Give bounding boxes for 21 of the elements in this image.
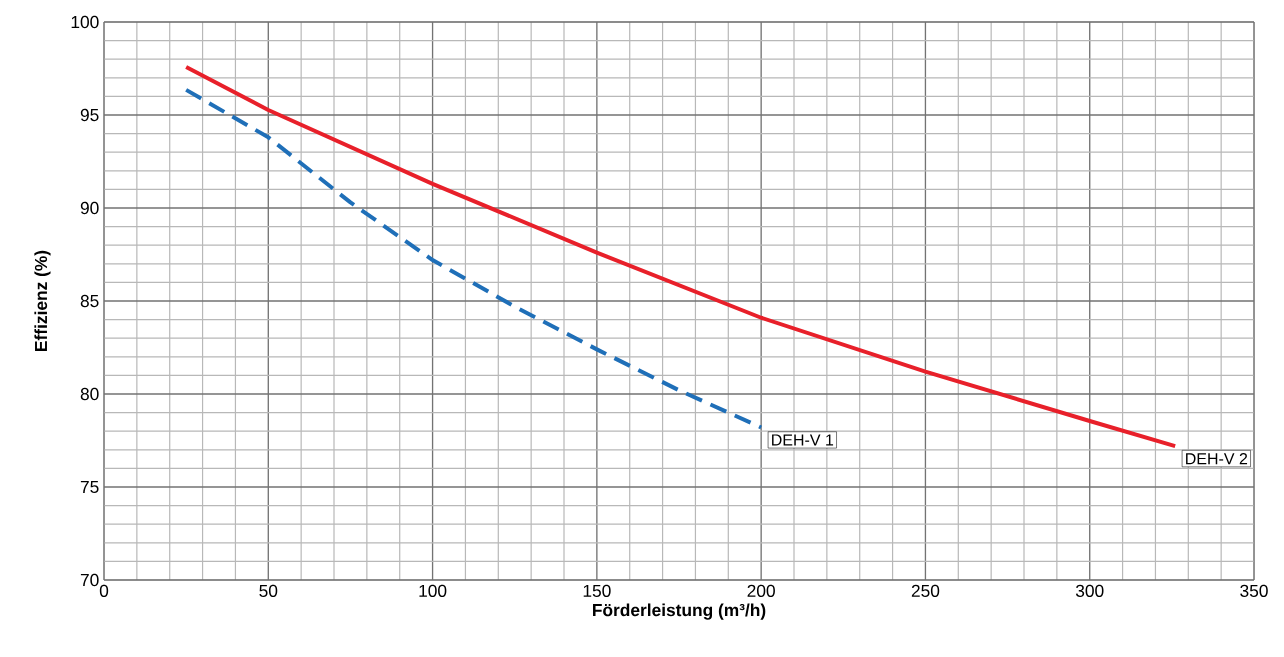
y-axis-title: Effizienz (%) [34,250,51,351]
x-tick-label: 350 [1240,584,1268,597]
series-label: DEH-V 2 [1186,453,1248,465]
x-tick-label: 200 [747,584,775,597]
x-tick-label: 150 [583,584,611,597]
y-tick-label: 80 [80,387,99,401]
line-series [184,65,1178,449]
x-tick-label: 0 [99,584,109,597]
y-tick-label: 95 [80,108,99,122]
line-series [184,87,764,430]
x-tick-label: 100 [419,584,447,597]
x-axis-title: Förderleistung (m³/h) [593,603,766,620]
y-tick-label: 85 [80,294,99,308]
y-tick-label: 100 [71,15,99,29]
y-tick-label: 75 [80,480,99,494]
y-tick-label: 90 [80,201,99,215]
x-tick-label: 50 [259,584,278,597]
x-tick-label: 250 [911,584,940,597]
series-label: DEH-V 1 [772,434,834,446]
y-tick-label: 70 [80,573,99,587]
x-tick-label: 300 [1075,584,1104,597]
